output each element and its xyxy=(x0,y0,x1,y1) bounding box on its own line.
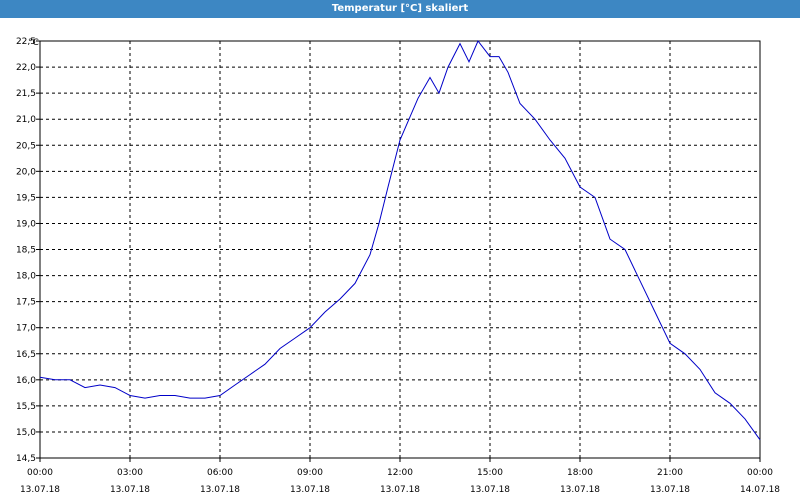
x-tick-date-label: 14.07.18 xyxy=(740,485,780,495)
x-tick-date-label: 13.07.18 xyxy=(470,485,510,495)
x-axis-tick-labels: 00:00 13.07.18 03:00 13.07.18 06:00 13.07.18 0… xyxy=(20,468,780,495)
x-tick-date-label: 13.07.18 xyxy=(290,485,330,495)
chart-title-bar: Temperatur [°C] skaliert xyxy=(0,0,800,18)
x-tick-date-label: 13.07.18 xyxy=(650,485,690,495)
y-tick-label: 14,5 xyxy=(16,454,36,464)
x-tick-date-label: 13.07.18 xyxy=(20,485,60,495)
y-tick-label: 17,5 xyxy=(16,298,36,308)
x-tick-time-label: 09:00 xyxy=(297,468,323,478)
y-tick-label: 19,0 xyxy=(16,219,36,229)
x-tick-date-label: 13.07.18 xyxy=(110,485,150,495)
y-tick-label: 21,5 xyxy=(16,89,36,99)
y-tick-label: 16,0 xyxy=(16,376,36,386)
y-tick-label: 18,5 xyxy=(16,246,36,256)
y-tick-label: 15,5 xyxy=(16,402,36,412)
x-tick-time-label: 12:00 xyxy=(387,468,413,478)
x-tick-time-label: 03:00 xyxy=(117,468,143,478)
x-tick-time-label: 06:00 xyxy=(207,468,233,478)
x-tick-time-label: 00:00 xyxy=(747,468,773,478)
x-tick-time-label: 15:00 xyxy=(477,468,503,478)
x-tick-date-label: 13.07.18 xyxy=(380,485,420,495)
y-tick-label: 22,0 xyxy=(16,63,36,73)
grid-lines xyxy=(36,40,761,462)
y-tick-label: 20,5 xyxy=(16,141,36,151)
x-tick-date-label: 13.07.18 xyxy=(200,485,240,495)
temperature-line xyxy=(39,40,761,441)
temperature-chart: 14,5 15,0 15,5 16,0 16,5 17,0 17,5 18,0 18,5 19,0… xyxy=(16,37,780,495)
y-tick-label: 18,0 xyxy=(16,272,36,282)
x-tick-time-label: 00:00 xyxy=(27,468,53,478)
x-tick-date-label: 13.07.18 xyxy=(560,485,600,495)
y-tick-label: 21,0 xyxy=(16,115,36,125)
y-tick-label: 20,0 xyxy=(16,167,36,177)
y-tick-label: 15,0 xyxy=(16,428,36,438)
y-axis-tick-labels: 14,5 15,0 15,5 16,0 16,5 17,0 17,5 18,0 18,5 19,0… xyxy=(16,37,36,464)
y-tick-label: 16,5 xyxy=(16,350,36,360)
temperature-series xyxy=(39,40,761,441)
y-tick-label: 22,5 xyxy=(16,37,36,47)
chart-title: Temperatur [°C] skaliert xyxy=(331,3,469,14)
y-tick-label: 17,0 xyxy=(16,324,36,334)
x-tick-time-label: 21:00 xyxy=(657,468,683,478)
y-axis-unit-label: °C xyxy=(28,38,39,48)
y-tick-label: 19,5 xyxy=(16,193,36,203)
x-tick-time-label: 18:00 xyxy=(567,468,593,478)
